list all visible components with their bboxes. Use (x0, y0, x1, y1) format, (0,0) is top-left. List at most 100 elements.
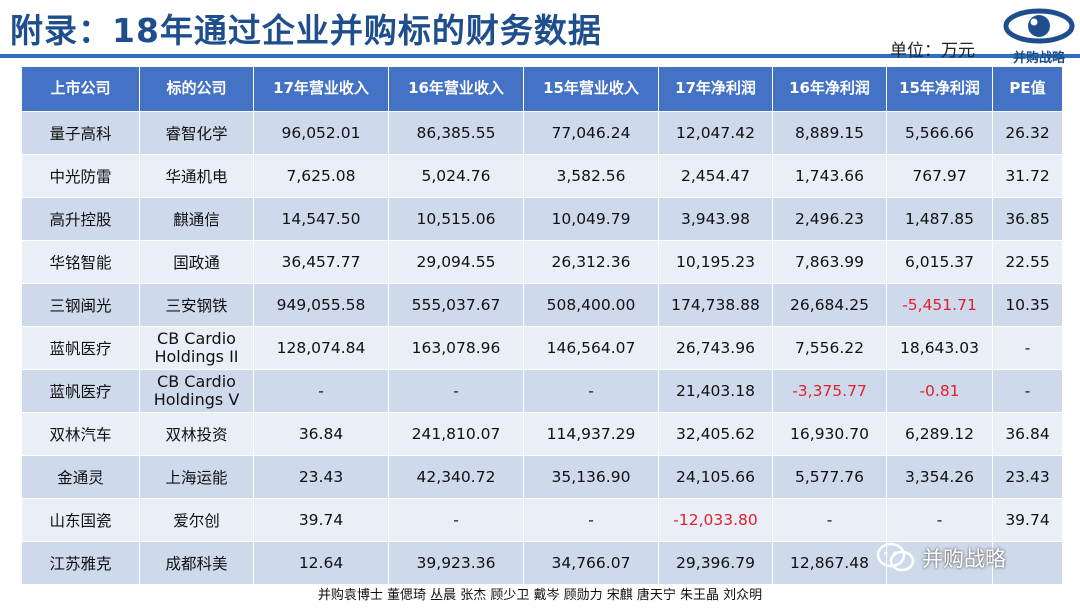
column-header: 16年净利润 (772, 66, 887, 112)
table-row: 金通灵 上海运能 23.43 42,340.72 35,136.90 24,105.66 5… (21, 455, 1063, 499)
table-cell: 7,863.99 (772, 240, 887, 284)
table-header: 上市公司 标的公司 17年营业收入 16年营业收入 15年营业收入 17年净利润 16年净利… (21, 66, 1063, 112)
table-cell: CB Cardio Holdings II (139, 326, 254, 370)
table-cell: 3,943.98 (658, 197, 773, 241)
table-cell: 蓝帆医疗 (21, 326, 140, 370)
table-cell: 国政通 (139, 240, 254, 284)
table-cell: 1,487.85 (886, 197, 993, 241)
unit-label: 单位：万元 (890, 41, 975, 61)
table-cell: 双林汽车 (21, 412, 140, 456)
table-cell: 三钢闽光 (21, 283, 140, 327)
column-header: 15年净利润 (886, 66, 993, 112)
table-cell: 中光防雷 (21, 154, 140, 198)
table-cell: 163,078.96 (388, 326, 524, 370)
table-row: 中光防雷 华通机电 7,625.08 5,024.76 3,582.56 2,454.47… (21, 154, 1063, 198)
watermark: 并购战略 (876, 538, 1006, 578)
table-cell: 10,515.06 (388, 197, 524, 241)
table-cell: 山东国瓷 (21, 498, 140, 542)
table-cell: 39.74 (992, 498, 1063, 542)
table-cell: - (388, 369, 524, 413)
title-underline (0, 54, 1080, 58)
table-cell: -3,375.77 (772, 369, 887, 413)
table-row: 高升控股 麒通信 14,547.50 10,515.06 10,049.79 3,943.… (21, 197, 1063, 241)
table-cell: 江苏雅克 (21, 541, 140, 585)
table-cell: 23.43 (253, 455, 389, 499)
table-cell: 86,385.55 (388, 111, 524, 155)
watermark-text: 并购战略 (922, 547, 1006, 571)
table-cell: 36,457.77 (253, 240, 389, 284)
column-header: 15年营业收入 (523, 66, 659, 112)
column-header: PE值 (992, 66, 1063, 112)
table-cell: 双林投资 (139, 412, 254, 456)
table-cell: 16,930.70 (772, 412, 887, 456)
table-cell: 26,312.36 (523, 240, 659, 284)
page-title: 附录：18年通过企业并购标的财务数据 (10, 11, 602, 50)
table-cell: - (992, 369, 1063, 413)
table-cell: 量子高科 (21, 111, 140, 155)
table-cell: 蓝帆医疗 (21, 369, 140, 413)
table-cell: 39,923.36 (388, 541, 524, 585)
table-cell: 22.55 (992, 240, 1063, 284)
table-cell: 10,195.23 (658, 240, 773, 284)
table-row: 双林汽车 双林投资 36.84 241,810.07 114,937.29 32,405.… (21, 412, 1063, 456)
table-cell: - (523, 498, 659, 542)
table-cell: CB Cardio Holdings V (139, 369, 254, 413)
table-cell: 麒通信 (139, 197, 254, 241)
table-cell: 114,937.29 (523, 412, 659, 456)
table-cell: 39.74 (253, 498, 389, 542)
column-header: 16年营业收入 (388, 66, 524, 112)
table-cell: 241,810.07 (388, 412, 524, 456)
table-cell: -0.81 (886, 369, 993, 413)
table-cell: 21,403.18 (658, 369, 773, 413)
table-cell: 6,015.37 (886, 240, 993, 284)
wechat-icon (876, 542, 915, 572)
column-header: 上市公司 (21, 66, 140, 112)
table-cell: 29,094.55 (388, 240, 524, 284)
table-cell: 3,354.26 (886, 455, 993, 499)
table-cell: - (772, 498, 887, 542)
logo-text: 并购战略 (1012, 51, 1065, 66)
table-row: 蓝帆医疗 CB Cardio Holdings V - - -21,403.18 -3,3… (21, 369, 1063, 413)
table-cell: 14,547.50 (253, 197, 389, 241)
table-cell: 7,625.08 (253, 154, 389, 198)
table-cell: 睿智化学 (139, 111, 254, 155)
table-cell: 31.72 (992, 154, 1063, 198)
table-body: 量子高科 睿智化学 96,052.01 86,385.55 77,046.24 12,04… (21, 111, 1063, 585)
table-cell: 华通机电 (139, 154, 254, 198)
table-row: 江苏雅克 成都科美 12.64 39,923.36 34,766.07 29,396.79… (21, 541, 1063, 585)
table-cell: 高升控股 (21, 197, 140, 241)
table-cell: 36.85 (992, 197, 1063, 241)
table-cell: 146,564.07 (523, 326, 659, 370)
table-cell: 上海运能 (139, 455, 254, 499)
table-cell (992, 541, 1063, 585)
table-cell: 174,738.88 (658, 283, 773, 327)
table-cell: 32,405.62 (658, 412, 773, 456)
table-cell: - (886, 498, 993, 542)
table-cell: - (992, 326, 1063, 370)
column-header: 标的公司 (139, 66, 254, 112)
table-row: 华铭智能 国政通 36,457.77 29,094.55 26,312.36 10,195… (21, 240, 1063, 284)
footer-credits: 并购袁博士 董偲琦 丛晨 张杰 顾少卫 戴岑 顾勋力 宋麒 唐天宁 朱王晶 刘众… (317, 588, 763, 603)
table-cell: 12,867.48 (772, 541, 887, 585)
table-cell: 2,496.23 (772, 197, 887, 241)
table-cell: - (253, 369, 389, 413)
table-cell: 29,396.79 (658, 541, 773, 585)
table-cell: 3,582.56 (523, 154, 659, 198)
table-cell: 7,556.22 (772, 326, 887, 370)
table-cell: 26.32 (992, 111, 1063, 155)
eye-logo-icon (1003, 8, 1075, 44)
table-cell: 18,643.03 (886, 326, 993, 370)
table-cell: 华铭智能 (21, 240, 140, 284)
table-cell: 36.84 (253, 412, 389, 456)
table-cell: 23.43 (992, 455, 1063, 499)
table-cell: 96,052.01 (253, 111, 389, 155)
table-cell: 2,454.47 (658, 154, 773, 198)
financial-data-table: 上市公司 标的公司 17年营业收入 16年营业收入 15年营业收入 17年净利润 16年净利… (21, 66, 1063, 585)
table-cell: 5,024.76 (388, 154, 524, 198)
table-cell: 555,037.67 (388, 283, 524, 327)
table-cell: 949,055.58 (253, 283, 389, 327)
table-cell: 35,136.90 (523, 455, 659, 499)
table-cell: 767.97 (886, 154, 993, 198)
table-cell: 三安钢铁 (139, 283, 254, 327)
table-cell: 12,047.42 (658, 111, 773, 155)
